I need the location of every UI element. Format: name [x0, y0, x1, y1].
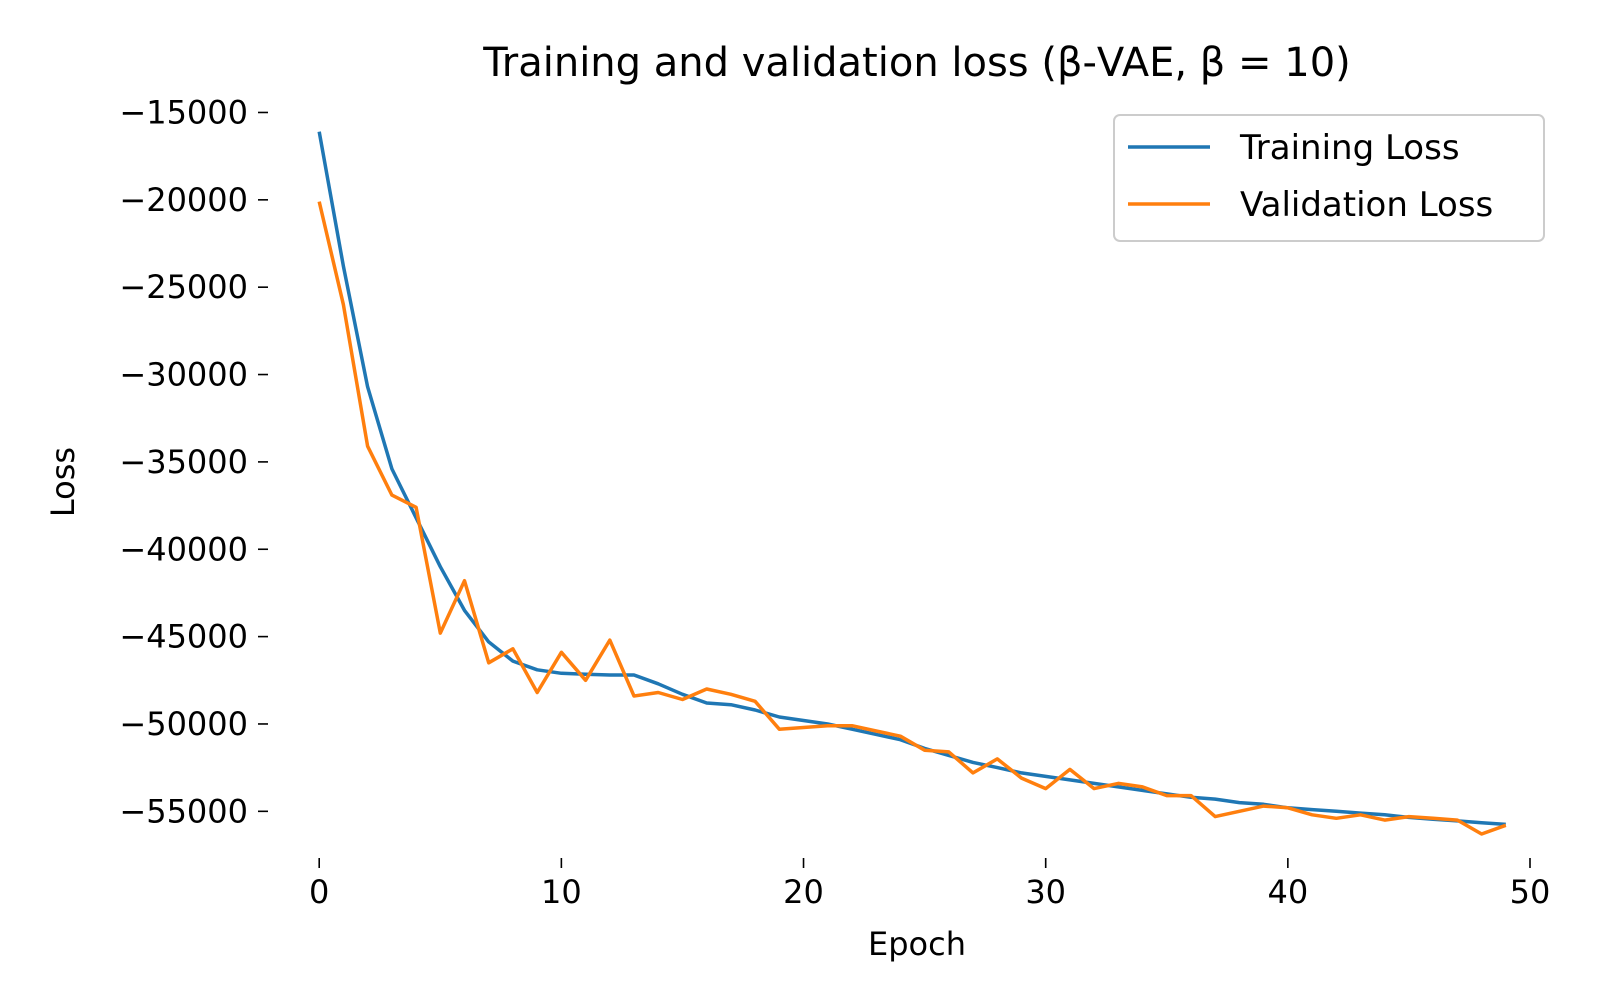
- legend-box: [1113, 114, 1545, 242]
- legend: Training Loss Validation Loss: [1113, 114, 1545, 242]
- legend-label-validation: Validation Loss: [1240, 185, 1493, 225]
- y-axis: −15000 −20000 −25000 −30000 −35000 −40000 −450…: [119, 93, 268, 830]
- chart-title: Training and validation loss (β-VAE, β =…: [482, 40, 1351, 86]
- y-tick-label: −55000: [119, 792, 248, 830]
- y-tick-label: −50000: [119, 705, 248, 743]
- x-axis: 0 10 20 30 40 50: [309, 858, 1550, 911]
- y-tick-label: −20000: [119, 181, 248, 219]
- y-tick-label: −25000: [119, 268, 248, 306]
- x-tick-label: 40: [1267, 873, 1308, 911]
- x-tick-label: 50: [1510, 873, 1551, 911]
- x-tick-label: 10: [541, 873, 582, 911]
- plot-area: [317, 131, 1507, 836]
- y-tick-label: −15000: [119, 93, 248, 131]
- x-tick-label: 30: [1025, 873, 1066, 911]
- y-tick-label: −45000: [119, 618, 248, 656]
- x-tick-label: 0: [309, 873, 329, 911]
- series-line-validation-loss: [317, 201, 1507, 836]
- y-axis-label: Loss: [44, 447, 82, 517]
- y-tick-label: −35000: [119, 443, 248, 481]
- y-tick-label: −30000: [119, 356, 248, 394]
- y-tick-label: −40000: [119, 530, 248, 568]
- x-axis-label: Epoch: [868, 925, 966, 963]
- legend-label-training: Training Loss: [1239, 128, 1460, 168]
- x-tick-label: 20: [783, 873, 824, 911]
